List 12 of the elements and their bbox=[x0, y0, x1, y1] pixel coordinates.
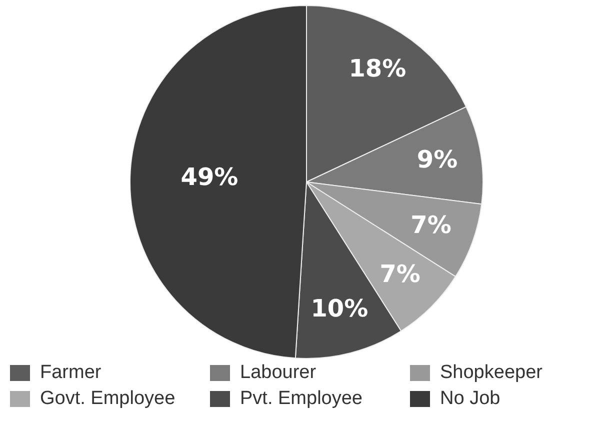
legend-label: Govt. Employee bbox=[40, 388, 176, 410]
legend-label: Labourer bbox=[240, 362, 316, 384]
data-label: 10% bbox=[310, 294, 368, 322]
data-label: 18% bbox=[348, 54, 406, 82]
legend-label: Pvt. Employee bbox=[240, 388, 362, 410]
legend-label: No Job bbox=[440, 388, 500, 410]
data-label: 7% bbox=[410, 211, 452, 240]
legend-label: Farmer bbox=[40, 362, 102, 384]
data-label: 7% bbox=[380, 260, 420, 288]
data-label: 49% bbox=[180, 163, 238, 192]
legend-label: Shopkeeper bbox=[440, 362, 542, 384]
data-label: 9% bbox=[416, 146, 458, 174]
